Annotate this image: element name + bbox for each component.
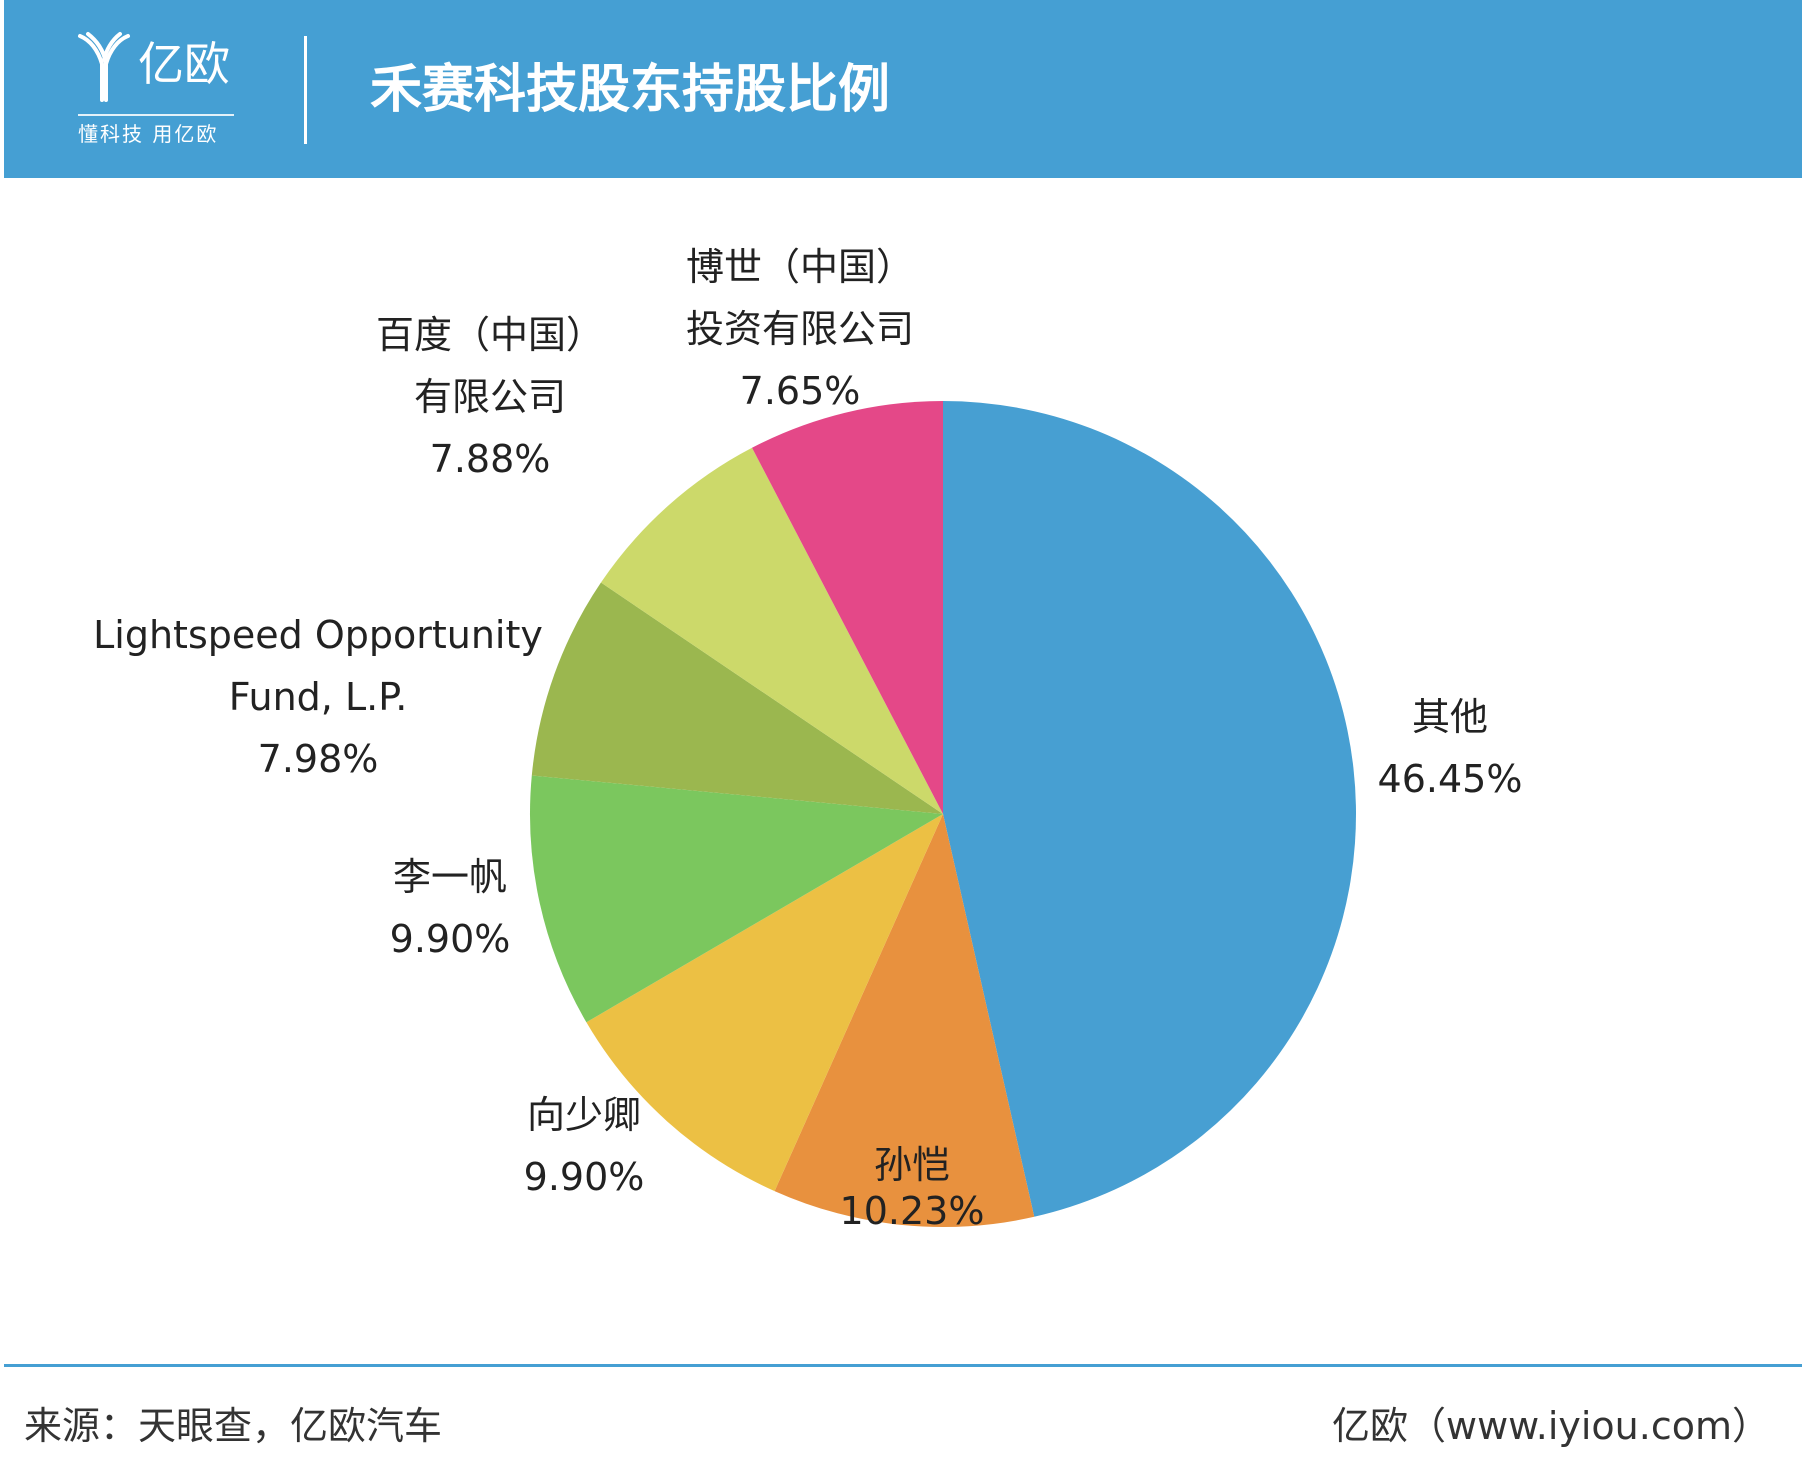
source-note: 来源：天眼查，亿欧汽车 [24, 1404, 443, 1448]
pie-slice-5 [600, 447, 943, 814]
slice-value-label-3: 9.90% [390, 917, 511, 961]
slice-name-label-5: 有限公司 [414, 375, 566, 419]
logo-slogan: 懂科技 用亿欧 [78, 122, 219, 146]
logo-y-icon [78, 32, 130, 102]
slice-name-label-6: 博世（中国） [686, 245, 914, 289]
page-title: 禾赛科技股东持股比例 [370, 60, 891, 120]
slice-value-label-1: 10.23% [840, 1189, 985, 1233]
pie-slice-0 [943, 401, 1357, 1217]
slice-name-label-4: Lightspeed Opportunity [93, 613, 543, 657]
slice-value-label-4: 7.98% [258, 737, 379, 781]
pie-slice-4 [531, 582, 943, 814]
slice-value-label-0: 46.45% [1378, 757, 1523, 801]
slice-name-label-5: 百度（中国） [376, 313, 604, 357]
pie-slices [529, 401, 1357, 1228]
slice-value-label-5: 7.88% [430, 437, 551, 481]
slice-value-label-6: 7.65% [740, 369, 861, 413]
pie-slice-3 [529, 775, 943, 1023]
header-banner: 亿欧 懂科技 用亿欧 禾赛科技股东持股比例 [4, 0, 1802, 178]
slice-name-label-6: 投资有限公司 [686, 307, 914, 351]
slice-name-label-4: Fund, L.P. [229, 675, 408, 719]
slice-name-label-0: 其他 [1412, 695, 1488, 739]
logo-name: 亿欧 [138, 37, 230, 91]
slice-name-label-1: 孙恺 [874, 1143, 950, 1187]
logo-rule [78, 114, 234, 116]
pie-slice-1 [774, 814, 1035, 1228]
slice-value-label-2: 9.90% [524, 1155, 645, 1199]
slice-name-label-2: 向少卿 [527, 1093, 641, 1137]
footer-rule [4, 1364, 1802, 1367]
slice-name-label-3: 李一帆 [393, 855, 507, 899]
pie-slice-6 [752, 401, 943, 814]
brand-note: 亿欧（www.iyiou.com） [1331, 1404, 1770, 1448]
logo: 亿欧 懂科技 用亿欧 [76, 30, 246, 150]
pie-slice-2 [586, 814, 943, 1192]
header-divider [304, 36, 307, 144]
